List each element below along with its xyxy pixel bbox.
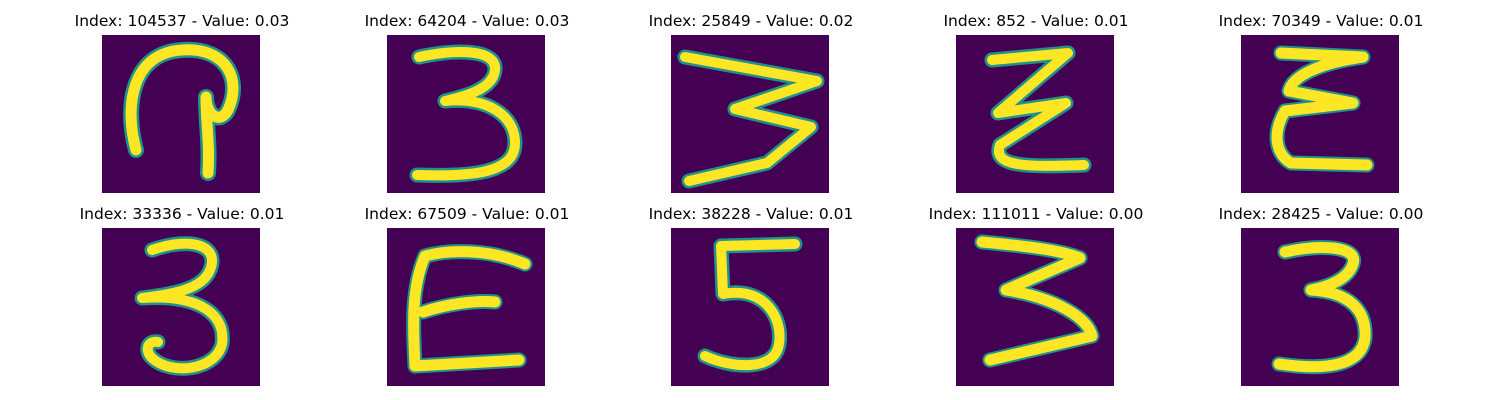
panel-title: Index: 70349 - Value: 0.01 [1218,12,1424,30]
panel-title: Index: 25849 - Value: 0.02 [648,12,854,30]
digit-image [671,35,829,193]
digit-image [387,228,545,386]
panel-title: Index: 33336 - Value: 0.01 [79,205,285,223]
panel-title: Index: 28425 - Value: 0.00 [1218,205,1424,223]
digit-image [1241,35,1399,193]
digit-image [102,228,260,386]
panel-title: Index: 111011 - Value: 0.00 [928,205,1144,223]
panel-title: Index: 104537 - Value: 0.03 [74,12,290,30]
panel-title: Index: 67509 - Value: 0.01 [364,205,570,223]
digit-image [956,228,1114,386]
digit-image [956,35,1114,193]
digit-image [387,35,545,193]
panel-title: Index: 38228 - Value: 0.01 [648,205,854,223]
digit-image [102,35,260,193]
panel-title: Index: 852 - Value: 0.01 [943,12,1129,30]
panel-title: Index: 64204 - Value: 0.03 [364,12,570,30]
digit-image [671,228,829,386]
digit-image [1241,228,1399,386]
